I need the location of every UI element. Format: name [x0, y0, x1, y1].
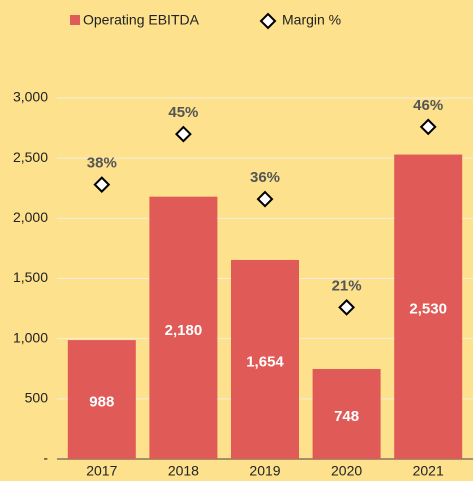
y-tick-label: - [43, 450, 48, 466]
y-tick-label: 1,000 [13, 329, 48, 345]
bar [149, 196, 218, 459]
margin-label: 36% [250, 169, 280, 186]
x-tick-label: 2019 [249, 463, 280, 479]
bar [394, 154, 463, 459]
margin-marker [256, 190, 274, 208]
x-tick-label: 2017 [86, 463, 117, 479]
bar [231, 259, 299, 459]
margin-label: 46% [413, 97, 443, 114]
bar-label: 988 [89, 394, 114, 411]
legend-marker [259, 12, 277, 30]
y-tick-label: 3,000 [13, 89, 48, 105]
bar-label: 2,530 [409, 301, 447, 318]
margin-marker [93, 176, 111, 194]
x-tick-label: 2021 [413, 463, 444, 479]
margin-marker [419, 118, 437, 136]
margin-marker [338, 298, 356, 316]
margin-label: 21% [332, 277, 362, 294]
bar-label: 1,654 [246, 353, 284, 370]
y-tick-label: 2,000 [13, 209, 48, 225]
y-tick-label: 2,500 [13, 149, 48, 165]
margin-label: 45% [168, 104, 198, 121]
bar [67, 340, 136, 459]
bar [312, 368, 381, 459]
bar-label: 2,180 [165, 322, 203, 339]
legend-label: Margin % [282, 12, 341, 28]
bar-label: 748 [334, 408, 359, 425]
margin-label: 38% [87, 155, 117, 172]
margin-marker [174, 125, 192, 143]
y-tick-label: 1,500 [13, 269, 48, 285]
x-tick-label: 2018 [168, 463, 199, 479]
legend-label: Operating EBITDA [83, 12, 200, 28]
x-tick-label: 2020 [331, 463, 362, 479]
y-tick-label: 500 [25, 390, 49, 406]
legend-swatch [70, 15, 80, 25]
